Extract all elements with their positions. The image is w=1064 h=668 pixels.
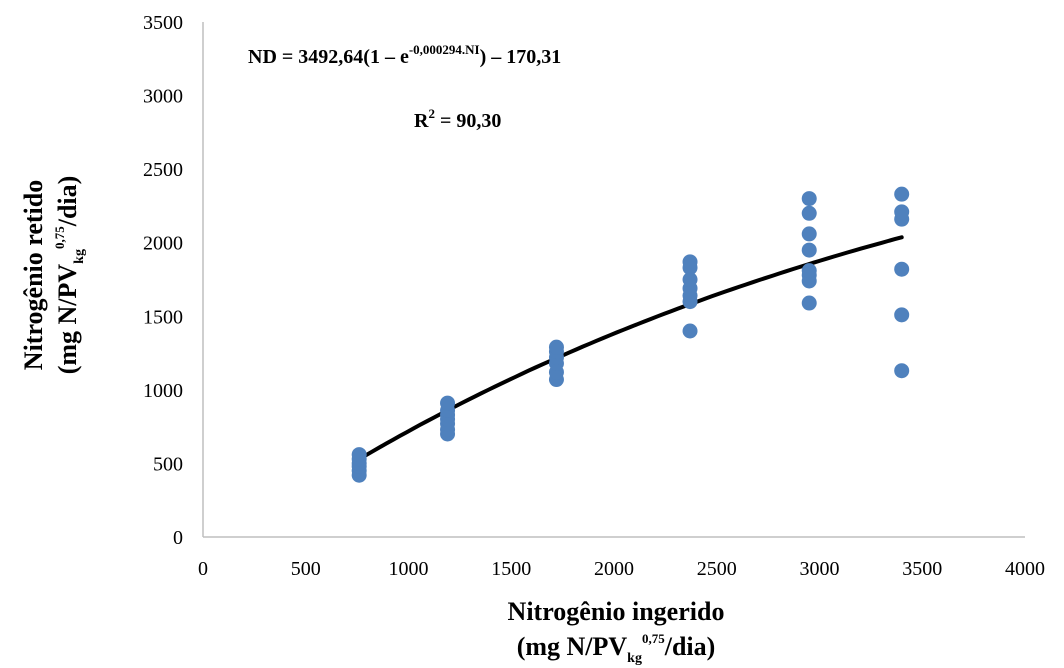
- data-point: [801, 263, 817, 279]
- x-axis-title-units: (mg N/PVkg0,75/dia): [517, 631, 716, 666]
- x-axis-units-sup: 0,75: [642, 631, 665, 646]
- y-tick-label: 0: [173, 527, 183, 549]
- data-point: [548, 339, 564, 355]
- y-tick-label: 1000: [143, 380, 183, 402]
- data-point: [894, 204, 910, 220]
- r2-prefix: R: [414, 110, 429, 132]
- y-axis-units-suffix: /dia): [53, 176, 82, 228]
- x-tick-label: 1000: [389, 558, 429, 580]
- data-point: [682, 272, 698, 287]
- x-tick-label: 4000: [1005, 558, 1045, 580]
- x-axis-units-sub: kg: [627, 651, 642, 666]
- data-point: [801, 295, 817, 311]
- data-point: [801, 205, 817, 221]
- data-points: [351, 186, 910, 483]
- x-axis-units-prefix: (mg N/PV: [517, 632, 628, 661]
- y-axis-units-sup: 0,75: [52, 226, 67, 249]
- r2-suffix: = 90,30: [435, 110, 501, 132]
- axes: [202, 22, 1025, 538]
- x-tick-label: 500: [291, 558, 321, 580]
- r2-annotation: R2 = 90,30: [414, 106, 501, 132]
- r2-sup: 2: [428, 106, 435, 121]
- x-tick-label: 3000: [800, 558, 840, 580]
- y-axis-title: Nitrogênio retido: [19, 180, 48, 370]
- equation-prefix: ND = 3492,64(1 – e: [248, 46, 409, 68]
- y-axis-title-group: Nitrogênio retido (mg N/PVkg 0,75/dia): [19, 176, 87, 375]
- x-tick-label: 2000: [594, 558, 634, 580]
- x-axis-title: Nitrogênio ingerido: [508, 597, 725, 626]
- data-point: [894, 186, 910, 202]
- data-point: [801, 226, 817, 242]
- data-point: [682, 323, 698, 339]
- x-axis-units-suffix: /dia): [664, 632, 716, 661]
- y-axis-units-sub: kg: [72, 249, 87, 264]
- data-point: [351, 447, 367, 463]
- y-tick-label: 2500: [143, 159, 183, 181]
- y-axis-units-prefix: (mg N/PV: [53, 264, 82, 375]
- y-axis-title-line1: Nitrogênio retido: [19, 180, 48, 370]
- x-tick-label: 3500: [902, 558, 942, 580]
- data-point: [440, 395, 456, 411]
- y-tick-label: 1500: [143, 306, 183, 328]
- data-point: [894, 261, 910, 277]
- data-point: [801, 191, 817, 207]
- x-axis-title-line1: Nitrogênio ingerido: [508, 597, 725, 626]
- equation-suffix: ) – 170,31: [480, 46, 562, 68]
- x-tick-label: 0: [198, 558, 208, 580]
- y-tick-labels: 0 500 1000 1500 2000 2500 3000 3500: [143, 12, 183, 549]
- data-point: [682, 254, 698, 270]
- y-axis-title-units: (mg N/PVkg 0,75/dia): [52, 176, 87, 375]
- equation-annotation: ND = 3492,64(1 – e-0,000294.NI) – 170,31: [248, 42, 561, 68]
- x-tick-label: 1500: [491, 558, 531, 580]
- equation-exponent: -0,000294.NI: [409, 42, 480, 57]
- data-point: [894, 307, 910, 323]
- y-tick-label: 3500: [143, 12, 183, 34]
- data-point: [894, 363, 910, 379]
- x-tick-label: 2500: [697, 558, 737, 580]
- x-tick-labels: 0 500 1000 1500 2000 2500 3000 3500 4000: [198, 558, 1045, 580]
- data-point: [801, 242, 817, 258]
- y-tick-label: 3000: [143, 86, 183, 108]
- y-tick-label: 2000: [143, 233, 183, 255]
- y-tick-label: 500: [153, 453, 183, 475]
